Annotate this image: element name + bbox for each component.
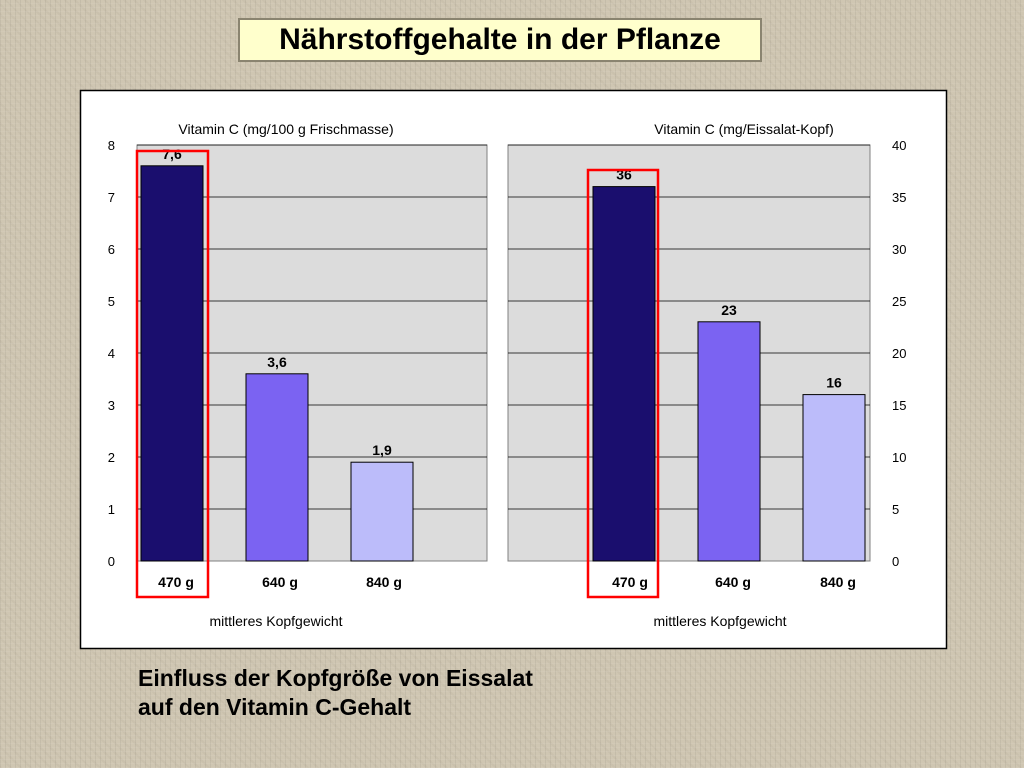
y-tick-label: 5 (892, 502, 899, 517)
data-label: 23 (721, 302, 737, 318)
y-tick-label: 25 (892, 294, 906, 309)
chart-title: Vitamin C (mg/100 g Frischmasse) (178, 121, 393, 137)
bar (140, 165, 204, 562)
highlight-box (586, 168, 660, 599)
y-tick-label: 35 (892, 190, 906, 205)
y-tick-label: 3 (108, 398, 115, 413)
y-tick-label: 10 (892, 450, 906, 465)
y-tick-label: 0 (892, 554, 899, 569)
y-tick-label: 0 (108, 554, 115, 569)
y-tick-label: 6 (108, 242, 115, 257)
caption-line-1: Einfluss der Kopfgröße von Eissalat (138, 665, 533, 691)
chart-title: Vitamin C (mg/Eissalat-Kopf) (654, 121, 833, 137)
data-label: 16 (826, 375, 842, 391)
bar (350, 461, 414, 562)
data-label: 1,9 (372, 442, 392, 458)
x-axis-label: mittleres Kopfgewicht (653, 613, 786, 629)
y-tick-label: 4 (108, 346, 115, 361)
data-label: 7,6 (162, 146, 182, 162)
x-tick-label: 840 g (366, 574, 402, 590)
bar (802, 394, 866, 562)
y-tick-label: 40 (892, 138, 906, 153)
x-tick-label: 470 g (158, 574, 194, 590)
y-tick-label: 2 (108, 450, 115, 465)
y-tick-label: 15 (892, 398, 906, 413)
slide-caption: Einfluss der Kopfgröße von Eissalat auf … (138, 664, 533, 722)
x-tick-label: 840 g (820, 574, 856, 590)
data-label: 3,6 (267, 354, 287, 370)
y-tick-label: 8 (108, 138, 115, 153)
highlight-box (135, 149, 210, 599)
x-tick-label: 640 g (715, 574, 751, 590)
y-tick-label: 20 (892, 346, 906, 361)
x-axis-label: mittleres Kopfgewicht (209, 613, 342, 629)
y-tick-label: 7 (108, 190, 115, 205)
caption-line-2: auf den Vitamin C-Gehalt (138, 694, 412, 720)
y-tick-label: 30 (892, 242, 906, 257)
x-tick-label: 640 g (262, 574, 298, 590)
bar (697, 321, 761, 562)
y-tick-label: 5 (108, 294, 115, 309)
slide-title: Nährstoffgehalte in der Pflanze (238, 18, 762, 62)
y-tick-label: 1 (108, 502, 115, 517)
bar (592, 186, 656, 562)
x-tick-label: 470 g (612, 574, 648, 590)
bar (245, 373, 309, 562)
